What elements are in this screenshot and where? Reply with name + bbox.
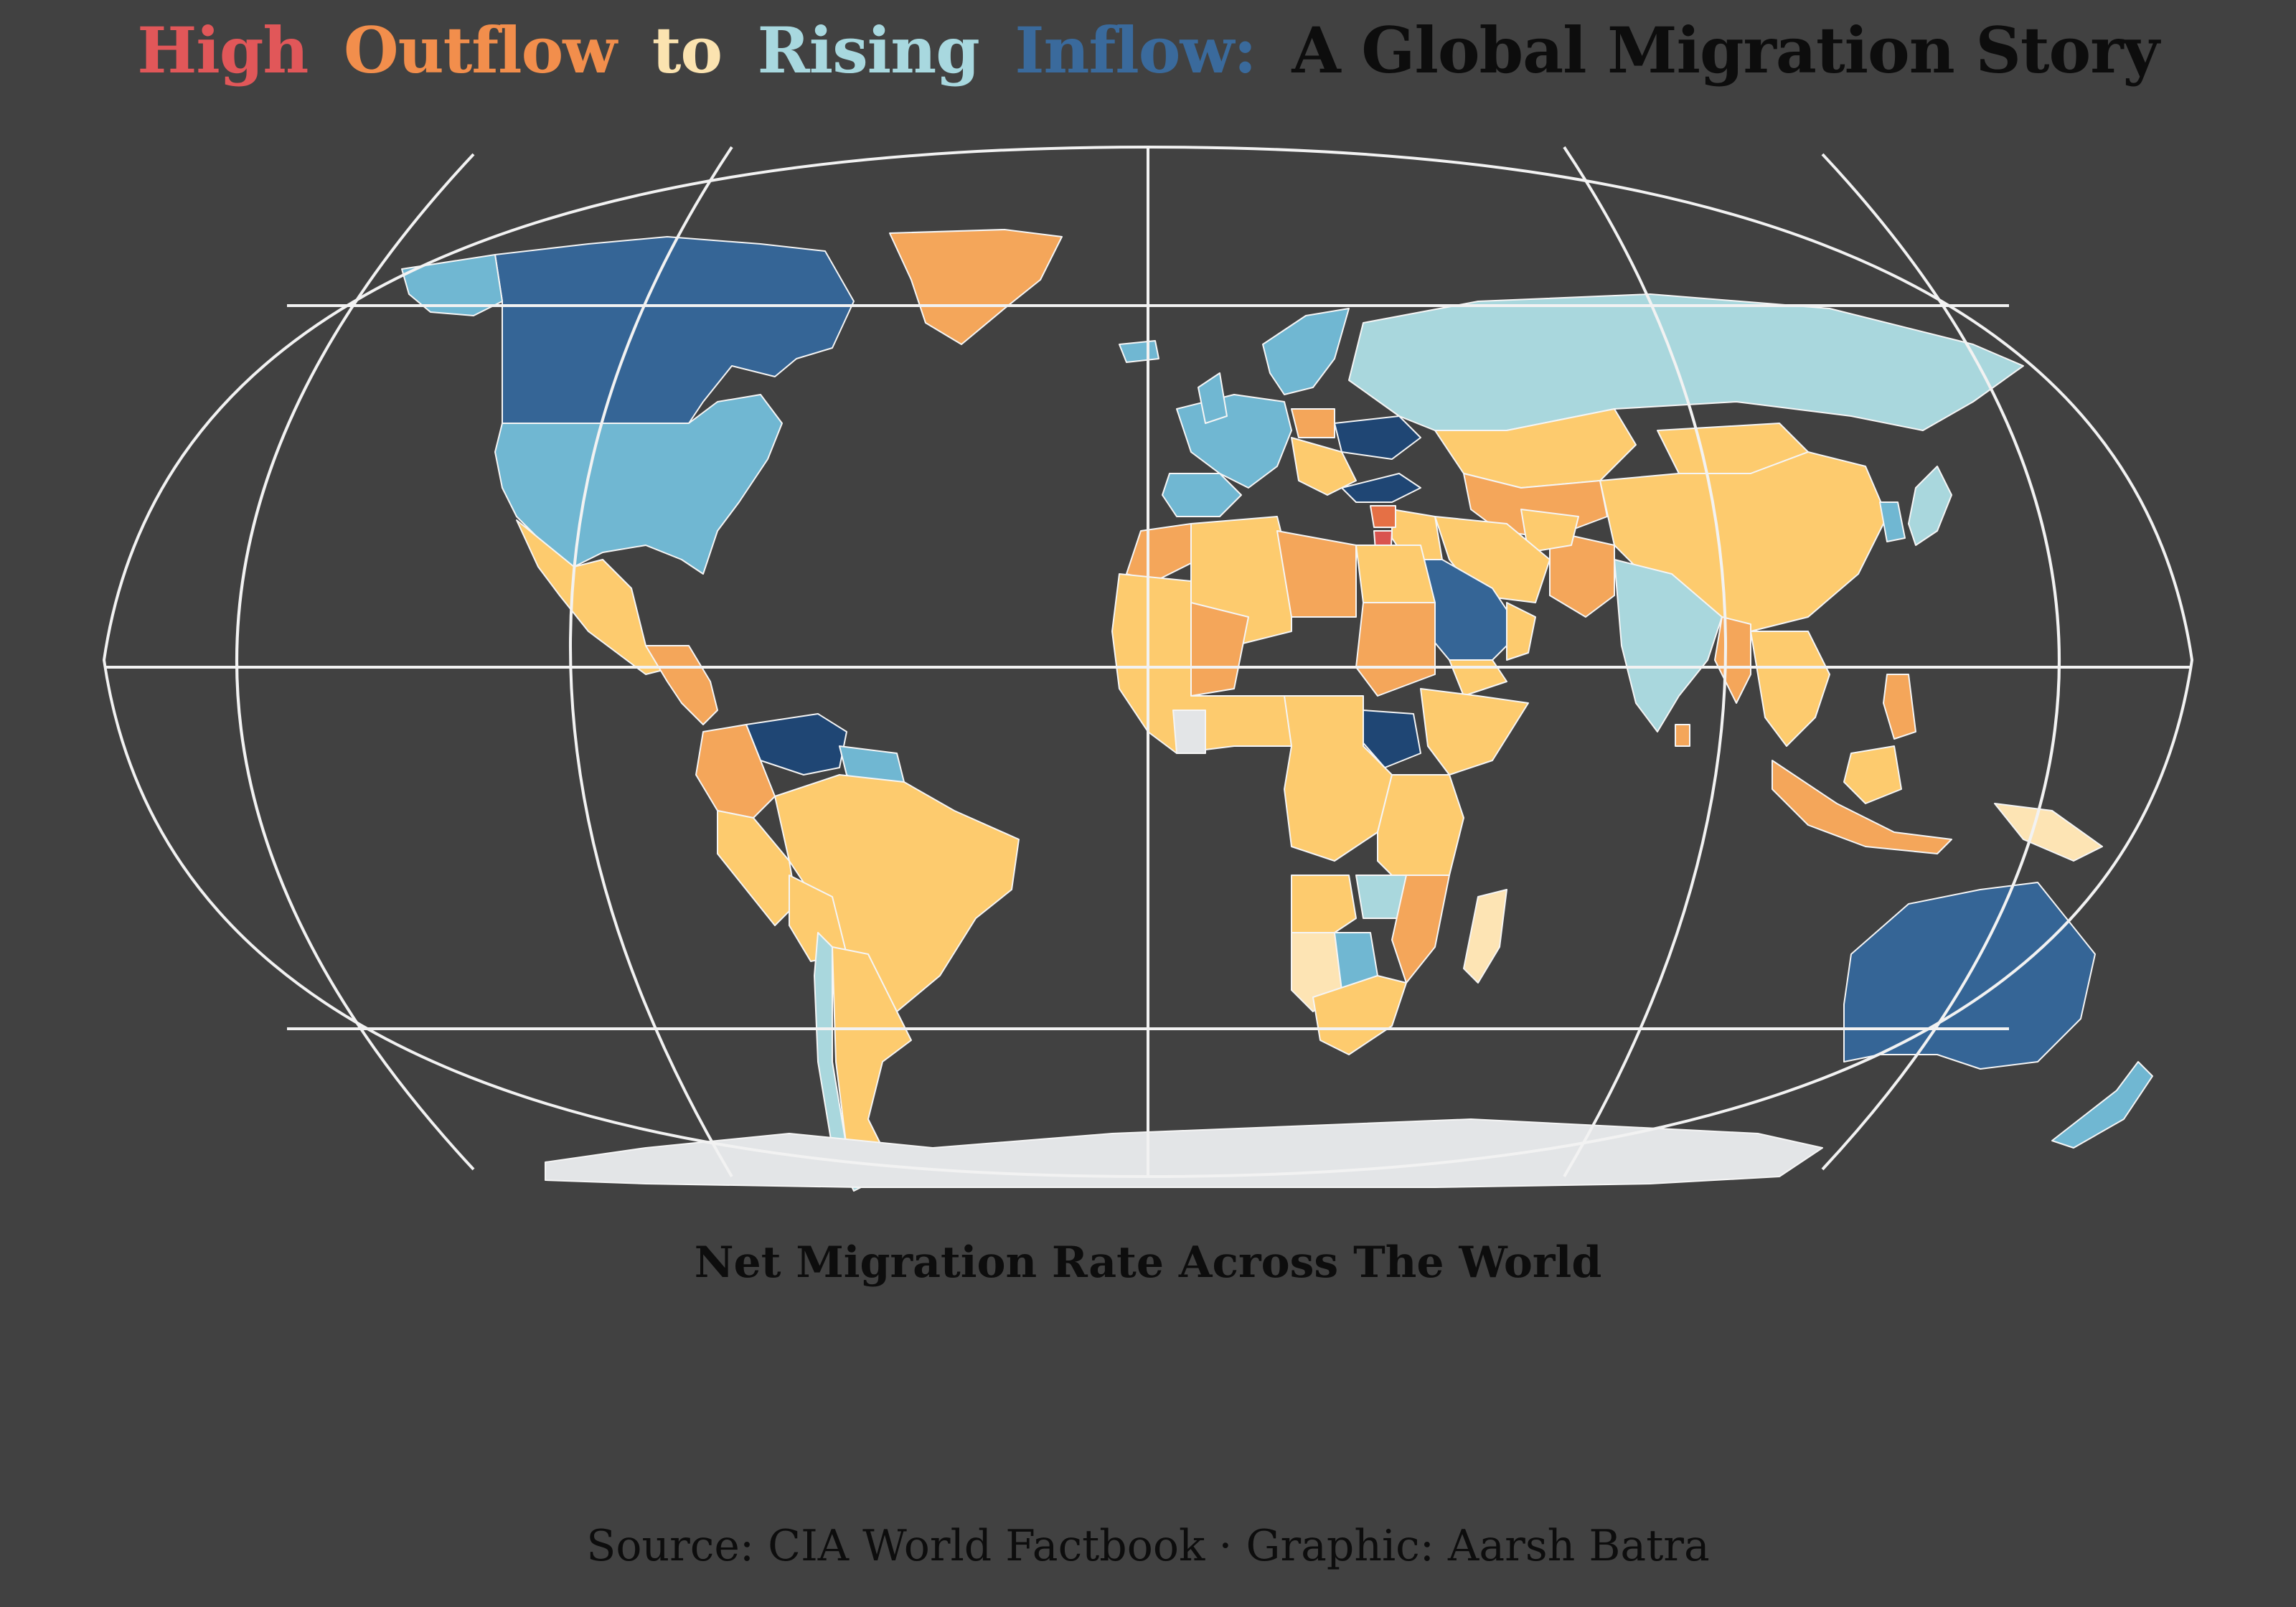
meridian-line (1563, 146, 1727, 1178)
region-indonesia (1772, 760, 1952, 854)
region-argentina (832, 946, 912, 1184)
meridian-line (569, 146, 733, 1178)
region-west-africa (1111, 573, 1321, 754)
title-word-to: to (651, 13, 723, 88)
region-borneo (1843, 745, 1902, 804)
region-libya (1276, 530, 1357, 618)
meridian-line (235, 153, 475, 1171)
meridian-line (1821, 153, 2061, 1171)
region-india (1614, 559, 1723, 732)
region-new-zealand (2051, 1061, 2153, 1149)
world-map (72, 129, 2224, 1198)
region-yemen (1449, 659, 1507, 697)
title-word-outflow: Outflow (344, 13, 617, 88)
region-syria (1370, 505, 1396, 528)
region-southeast-asia (1750, 631, 1830, 747)
map-subtitle: Net Migration Rate Across The World (694, 1238, 1602, 1288)
region-philippines (1883, 674, 1916, 740)
region-madagascar (1463, 889, 1507, 984)
region-canada (494, 236, 855, 424)
region-sudan (1355, 602, 1436, 697)
region-iceland (1119, 340, 1159, 363)
region-japan (1908, 466, 1952, 546)
region-horn-of-africa (1420, 688, 1529, 776)
region-united-kingdom (1198, 372, 1228, 424)
region-sri-lanka (1675, 724, 1690, 747)
region-egypt (1355, 545, 1436, 603)
region-east-africa (1377, 774, 1464, 890)
region-central-america (645, 645, 718, 725)
region-colombia (695, 724, 776, 819)
region-south-africa (1312, 975, 1407, 1055)
world-map-svg (102, 145, 2194, 1192)
region-morocco (1126, 523, 1199, 582)
title-word-high: High (137, 13, 309, 88)
region-pakistan (1549, 530, 1615, 618)
chart-title: High Outflow to Rising Inflow: A Global … (0, 13, 2296, 88)
region-united-states (494, 394, 783, 575)
countries-layer (401, 229, 2153, 1192)
region-ukraine (1334, 415, 1421, 460)
region-scandinavia (1262, 308, 1350, 395)
region-russia (1348, 293, 2024, 431)
region-oman (1506, 602, 1536, 661)
region-mozambique (1391, 875, 1450, 984)
region-greenland (889, 229, 1063, 345)
title-word-inflow: Inflow: (1015, 13, 1256, 88)
title-word-rising: Rising (757, 13, 980, 88)
graticule (102, 145, 2194, 1179)
region-angola (1291, 875, 1357, 933)
region-peru (717, 810, 797, 926)
title-rest: A Global Migration Story (1292, 13, 2159, 88)
source-caption: Source: CIA World Factbook · Graphic: Aa… (586, 1521, 1710, 1571)
region-myanmar (1714, 616, 1751, 704)
region-alaska (401, 254, 503, 316)
region-antarctica (545, 1118, 1823, 1188)
region-ivory-coast (1172, 710, 1206, 754)
region-afghanistan (1520, 509, 1579, 553)
region-new-guinea (1994, 803, 2103, 862)
region-iberia (1162, 473, 1242, 517)
region-poland (1291, 408, 1335, 438)
region-iran (1434, 516, 1551, 603)
region-central-africa (1284, 695, 1393, 862)
region-turkey (1341, 473, 1421, 503)
region-korea (1879, 501, 1906, 542)
